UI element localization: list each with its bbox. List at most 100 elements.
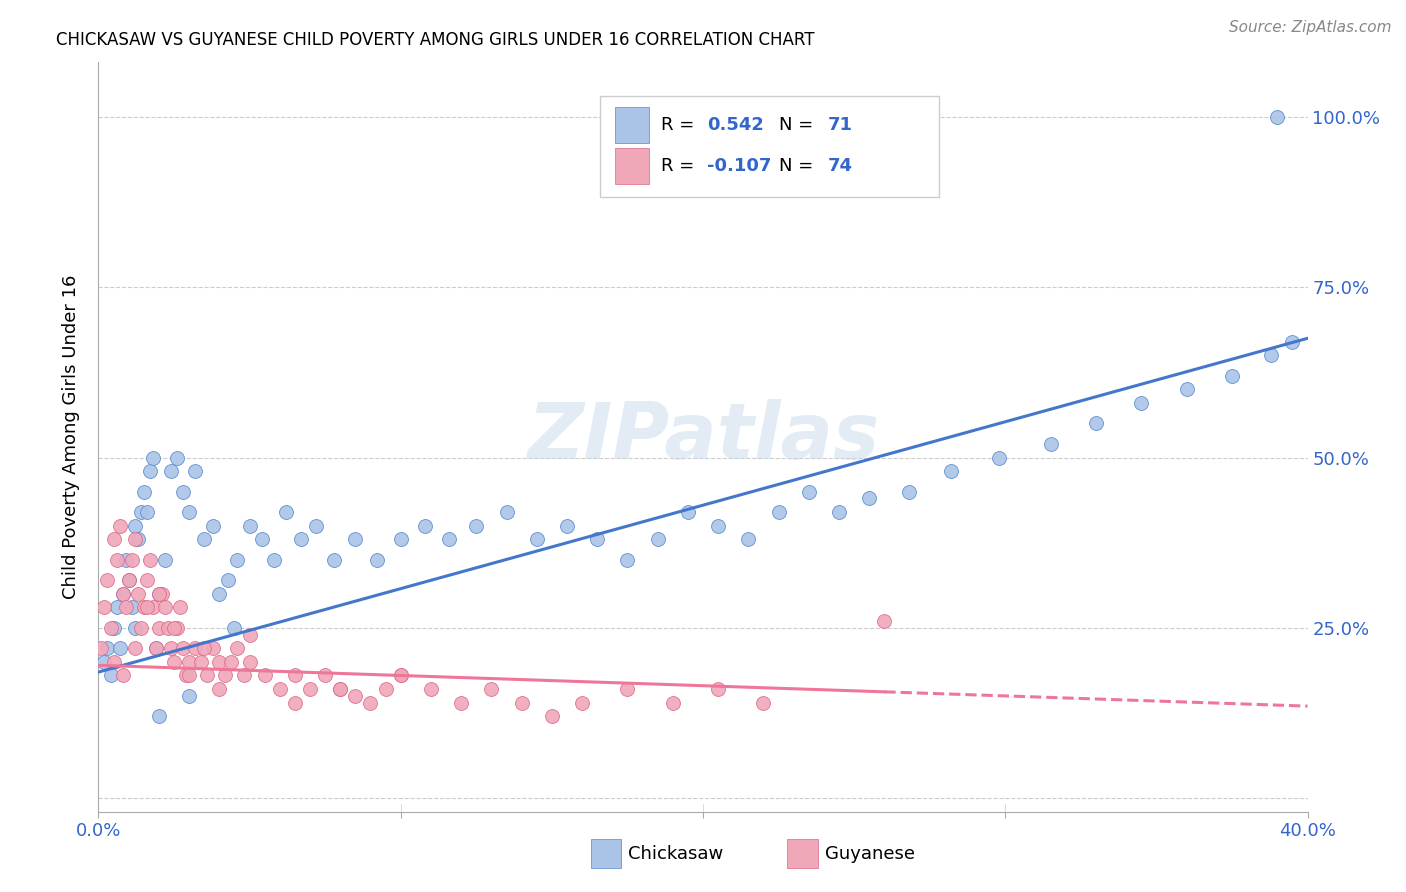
Point — [135, 573, 157, 587]
Point — [707, 518, 730, 533]
Point — [148, 709, 170, 723]
Point — [195, 668, 218, 682]
Point — [114, 552, 136, 566]
Point — [100, 621, 122, 635]
Point — [323, 552, 346, 566]
Point — [142, 450, 165, 465]
Point — [1175, 383, 1198, 397]
Point — [239, 655, 262, 669]
Point — [290, 533, 312, 547]
Point — [202, 641, 225, 656]
Point — [96, 641, 118, 656]
Point — [193, 641, 215, 656]
Text: Guyanese: Guyanese — [825, 845, 915, 863]
Point — [148, 587, 170, 601]
Point — [586, 533, 609, 547]
Point — [132, 484, 155, 499]
Point — [148, 587, 170, 601]
Point — [1220, 368, 1243, 383]
Point — [344, 533, 367, 547]
Point — [481, 682, 503, 697]
Point — [132, 600, 155, 615]
Point — [465, 518, 488, 533]
Y-axis label: Child Poverty Among Girls Under 16: Child Poverty Among Girls Under 16 — [62, 275, 80, 599]
Point — [858, 491, 880, 506]
Point — [184, 464, 207, 478]
Point — [160, 464, 183, 478]
Point — [450, 696, 472, 710]
Bar — [614, 107, 648, 143]
Point — [111, 668, 134, 682]
Point — [124, 621, 146, 635]
Point — [124, 641, 146, 656]
Point — [526, 533, 548, 547]
Point — [153, 600, 176, 615]
Point — [284, 696, 307, 710]
Point — [616, 682, 638, 697]
Point — [752, 696, 775, 710]
Point — [797, 484, 820, 499]
Point — [1260, 348, 1282, 362]
Point — [153, 552, 176, 566]
Point — [160, 641, 183, 656]
Point — [1130, 396, 1153, 410]
Point — [1039, 437, 1062, 451]
Point — [420, 682, 443, 697]
Point — [129, 621, 152, 635]
Text: 0.542: 0.542 — [707, 116, 763, 134]
Point — [166, 450, 188, 465]
Point — [90, 641, 112, 656]
Point — [389, 668, 412, 682]
Point — [124, 518, 146, 533]
Point — [103, 533, 125, 547]
Point — [329, 682, 352, 697]
Point — [145, 641, 167, 656]
Point — [263, 552, 285, 566]
Point — [873, 614, 896, 628]
Point — [124, 533, 146, 547]
Point — [121, 600, 143, 615]
Point — [127, 533, 149, 547]
Point — [269, 682, 291, 697]
Point — [135, 600, 157, 615]
Point — [676, 505, 699, 519]
Point — [217, 573, 239, 587]
Point — [1281, 334, 1303, 349]
Point — [495, 505, 517, 519]
Point — [100, 668, 122, 682]
Point — [555, 518, 578, 533]
Point — [221, 655, 243, 669]
Text: R =: R = — [661, 116, 700, 134]
Point — [127, 587, 149, 601]
Point — [647, 533, 669, 547]
Point — [232, 668, 254, 682]
Point — [224, 621, 246, 635]
Point — [939, 464, 962, 478]
Point — [179, 668, 201, 682]
Point — [540, 709, 562, 723]
Point — [208, 587, 231, 601]
Point — [274, 505, 297, 519]
Point — [118, 573, 141, 587]
Point — [172, 641, 194, 656]
Point — [284, 668, 307, 682]
Point — [1085, 417, 1108, 431]
Point — [150, 587, 173, 601]
Point — [661, 696, 683, 710]
Point — [616, 552, 638, 566]
Point — [360, 696, 382, 710]
Point — [142, 600, 165, 615]
Point — [314, 668, 336, 682]
Point — [156, 621, 179, 635]
Point — [139, 464, 162, 478]
Point — [172, 484, 194, 499]
Point — [1267, 110, 1289, 124]
Point — [96, 573, 118, 587]
Point — [208, 682, 231, 697]
Text: 71: 71 — [828, 116, 852, 134]
Text: R =: R = — [661, 157, 700, 175]
Point — [828, 505, 851, 519]
Point — [166, 621, 188, 635]
Point — [148, 621, 170, 635]
Point — [179, 655, 201, 669]
